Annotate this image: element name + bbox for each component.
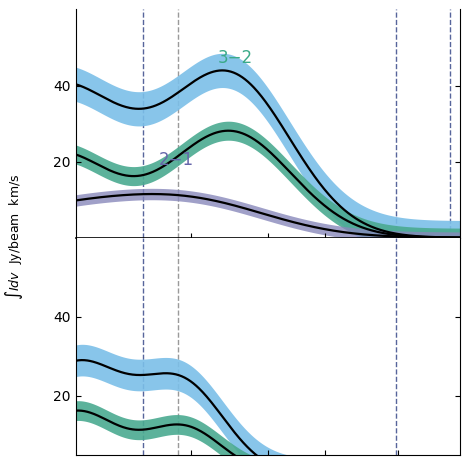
Text: 3−2: 3−2 bbox=[218, 49, 253, 67]
Text: 2−1: 2−1 bbox=[158, 151, 193, 169]
Text: DCN: DCN bbox=[273, 261, 309, 279]
Text: beam: beam bbox=[160, 261, 195, 273]
Text: $\int I dv$  Jy/beam  km/s: $\int I dv$ Jy/beam km/s bbox=[3, 174, 25, 300]
Text: $r_{out}$: $r_{out}$ bbox=[385, 261, 407, 274]
Text: $r_{in}$: $r_{in}$ bbox=[136, 261, 150, 274]
